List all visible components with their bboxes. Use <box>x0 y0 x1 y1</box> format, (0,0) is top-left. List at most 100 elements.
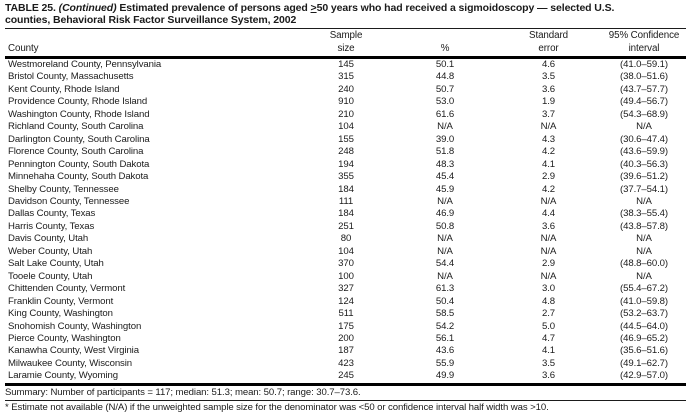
cell-percent: 55.9 <box>435 357 455 369</box>
table-row: Richland County, South Carolina 104 N/A N/A… <box>5 121 686 133</box>
cell-percent: 53.0 <box>435 96 455 108</box>
table-row: Florence County, South Carolina 248 51.8 4.… <box>5 146 686 158</box>
cell-confidence-interval: (35.6–51.6) <box>620 345 668 357</box>
cell-confidence-interval: (49.4–56.7) <box>620 96 668 108</box>
cell-standard-error: N/A <box>540 245 557 257</box>
table-row: Dallas County, Texas 184 46.9 4.4 (38.3–55.4… <box>5 208 686 220</box>
cell-confidence-interval: (38.0–51.6) <box>620 71 668 83</box>
cell-sample-size: 175 <box>338 320 354 332</box>
table-row: Laramie County, Wyoming 245 49.9 3.6 (42.9–5… <box>5 370 686 384</box>
cell-county: Franklin County, Vermont <box>8 295 114 307</box>
table-row: Shelby County, Tennessee 184 45.9 4.2 (37.7–… <box>5 184 686 196</box>
header-se-line1: Standard <box>529 30 568 41</box>
table-title: TABLE 25. (Continued) Estimated prevalen… <box>5 2 686 29</box>
table-row: Bristol County, Massachusetts 315 44.8 3.5 (… <box>5 71 686 83</box>
cell-sample-size: 145 <box>338 59 354 70</box>
cell-confidence-interval: (46.9–65.2) <box>620 332 668 344</box>
cell-standard-error: 4.2 <box>541 183 556 195</box>
cell-sample-size: 370 <box>338 258 354 270</box>
table-row: Westmoreland County, Pennsylvania 145 50.1… <box>5 58 686 72</box>
cell-standard-error: N/A <box>540 195 557 207</box>
cell-sample-size: 184 <box>338 183 354 195</box>
cell-standard-error: 4.6 <box>541 59 556 70</box>
cell-percent: 50.7 <box>435 83 455 95</box>
cell-county: Richland County, South Carolina <box>8 121 144 133</box>
table-header: Sample Standard 95% Confidence County si… <box>5 29 686 59</box>
cell-sample-size: 327 <box>338 283 354 295</box>
header-row-top: Sample Standard 95% Confidence <box>5 29 686 42</box>
cell-confidence-interval: N/A <box>636 233 652 245</box>
cell-county: Chittenden County, Vermont <box>8 283 126 295</box>
cell-percent: 51.8 <box>435 146 455 158</box>
cell-percent: 39.0 <box>435 133 455 145</box>
cell-confidence-interval: (40.3–56.3) <box>620 158 668 170</box>
cell-percent: N/A <box>437 233 453 245</box>
cell-county: Kanawha County, West Virginia <box>8 345 139 357</box>
table-row: King County, Washington 511 58.5 2.7 (53.2–6… <box>5 308 686 320</box>
cell-county: Pennington County, South Dakota <box>8 158 150 170</box>
cell-standard-error: 3.6 <box>541 83 556 95</box>
header-ci-line1: 95% Confidence <box>608 30 680 41</box>
cell-confidence-interval: (37.7–54.1) <box>620 183 668 195</box>
cell-confidence-interval: (54.3–68.9) <box>620 108 668 120</box>
header-ci-line2: interval <box>602 42 686 59</box>
cell-county: Providence County, Rhode Island <box>8 96 148 108</box>
cell-county: Kent County, Rhode Island <box>8 83 120 95</box>
cell-standard-error: 3.5 <box>541 71 556 83</box>
cell-county: Harris County, Texas <box>8 220 95 232</box>
table-row: Weber County, Utah 104 N/A N/A N/A <box>5 246 686 258</box>
table-row: Chittenden County, Vermont 327 61.3 3.0 (55.… <box>5 283 686 295</box>
table-continued-label: (Continued) <box>58 2 117 14</box>
table-row: Providence County, Rhode Island 910 53.0 1.… <box>5 96 686 108</box>
header-sample-line2: size <box>297 42 395 59</box>
cell-confidence-interval: (43.6–59.9) <box>620 146 668 158</box>
table-row: Pierce County, Washington 200 56.1 4.7 (46.9… <box>5 333 686 345</box>
cell-county: Salt Lake County, Utah <box>8 258 104 270</box>
table-row: Washington County, Rhode Island 210 61.6 3.… <box>5 109 686 121</box>
cell-sample-size: 104 <box>338 121 354 133</box>
cell-confidence-interval: (42.9–57.0) <box>620 370 668 382</box>
cell-percent: N/A <box>437 121 453 133</box>
cell-county: Milwaukee County, Wisconsin <box>8 357 133 369</box>
cell-county: Bristol County, Massachusetts <box>8 71 134 83</box>
cell-percent: 56.1 <box>435 332 455 344</box>
cell-sample-size: 251 <box>338 220 354 232</box>
cell-sample-size: 200 <box>338 332 354 344</box>
header-row-bottom: County size % error interval <box>5 42 686 59</box>
cell-confidence-interval: N/A <box>636 195 652 207</box>
cell-county: Pierce County, Washington <box>8 332 121 344</box>
footnote-line: * Estimate not available (N/A) if the un… <box>5 401 549 412</box>
cell-standard-error: 3.7 <box>541 108 556 120</box>
cell-sample-size: 184 <box>338 208 354 220</box>
cell-sample-size: 423 <box>338 357 354 369</box>
cell-percent: N/A <box>437 245 453 257</box>
table-label: TABLE 25. <box>5 2 56 14</box>
cell-percent: 43.6 <box>435 345 455 357</box>
cell-standard-error: 5.0 <box>541 320 556 332</box>
header-se-line2: error <box>495 42 602 59</box>
cell-percent: N/A <box>437 270 453 282</box>
cell-confidence-interval: N/A <box>636 245 652 257</box>
table-row: Snohomish County, Washington 175 54.2 5.0 (4… <box>5 321 686 333</box>
cell-percent: 54.4 <box>435 258 455 270</box>
table-row: Milwaukee County, Wisconsin 423 55.9 3.5 (49… <box>5 358 686 370</box>
header-sample-line1: Sample <box>329 30 363 41</box>
cell-percent: 58.5 <box>435 308 455 320</box>
cell-confidence-interval: (39.6–51.2) <box>620 171 668 183</box>
cell-standard-error: 3.6 <box>541 370 556 382</box>
cell-standard-error: 2.7 <box>541 308 556 320</box>
cell-standard-error: 4.4 <box>541 208 556 220</box>
cell-percent: 54.2 <box>435 320 455 332</box>
greater-equal-symbol: > <box>310 2 317 14</box>
cell-sample-size: 315 <box>338 71 354 83</box>
table-title-line-2: counties, Behavioral Risk Factor Surveil… <box>5 13 297 26</box>
cell-county: Minnehaha County, South Dakota <box>8 171 149 183</box>
cell-standard-error: N/A <box>540 121 557 133</box>
cell-standard-error: 4.1 <box>541 158 556 170</box>
cell-percent: 50.4 <box>435 295 455 307</box>
cell-standard-error: 1.9 <box>541 96 556 108</box>
cell-confidence-interval: (43.7–57.7) <box>620 83 668 95</box>
cell-percent: 45.9 <box>435 183 455 195</box>
cell-county: Westmoreland County, Pennsylvania <box>8 59 162 70</box>
